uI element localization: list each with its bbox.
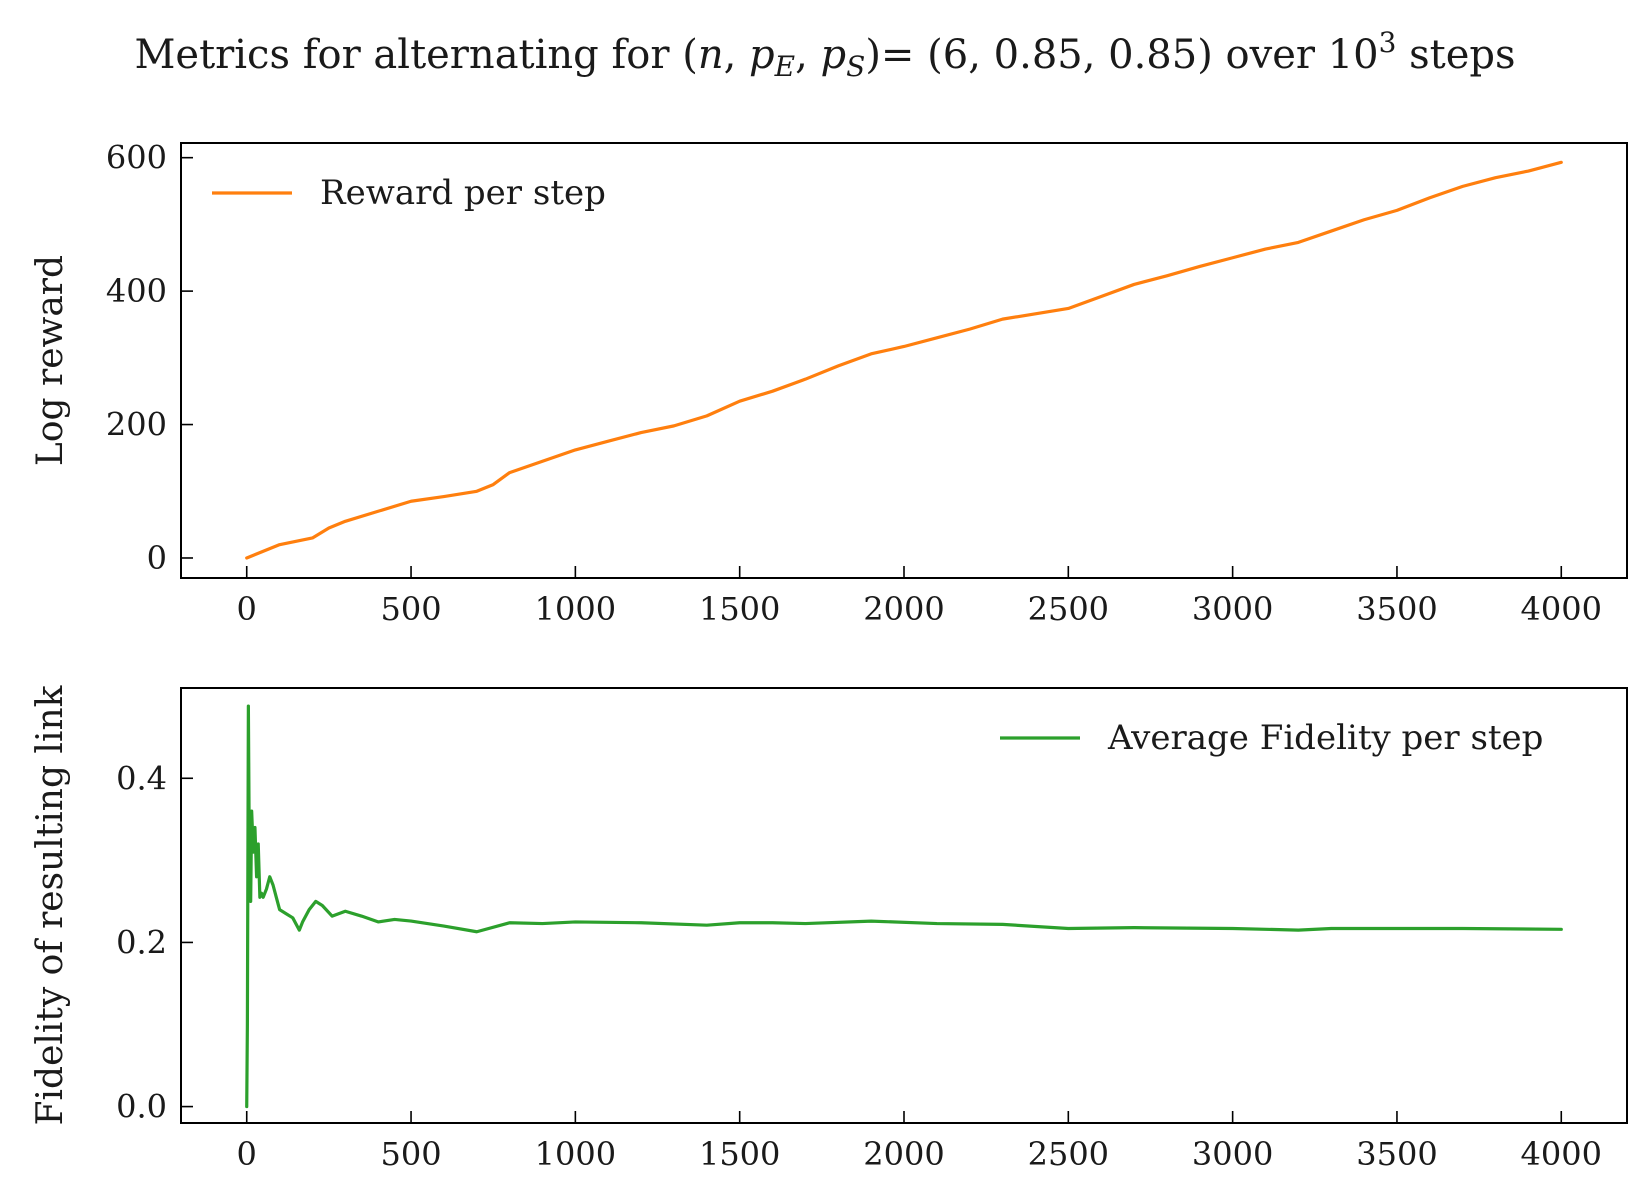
fidelity-x-tick-label-0: 0	[237, 1135, 257, 1173]
reward-panel: 0 500 1000 1500 2000 2500 3000 3500 4000 0 200 400 6…	[30, 139, 1628, 628]
title-middle: )= (6, 0.85, 0.85) over 10	[865, 32, 1378, 78]
title-subscript-e: E	[774, 50, 795, 83]
fidelity-legend-label: Average Fidelity per step	[1107, 718, 1543, 758]
reward-x-tick-label-0: 0	[237, 590, 257, 628]
reward-y-tick-label-400: 400	[106, 272, 167, 310]
fidelity-x-tick-label-3500: 3500	[1356, 1135, 1437, 1173]
figure-title: Metrics for alternating for (n, pE, pS)=…	[134, 26, 1515, 83]
title-comma-2: ,	[795, 32, 820, 78]
reward-x-tick-label-3500: 3500	[1356, 590, 1437, 628]
fidelity-y-tick-label-0.0: 0.0	[116, 1088, 167, 1126]
title-symbol-n: n	[698, 32, 724, 78]
fidelity-x-tick-label-1000: 1000	[535, 1135, 616, 1173]
reward-y-tick-label-0: 0	[147, 539, 167, 577]
title-symbol-p-1: p	[749, 32, 775, 78]
fidelity-x-tick-label-2000: 2000	[863, 1135, 944, 1173]
reward-x-tick-label-2000: 2000	[863, 590, 944, 628]
fidelity-x-tick-label-1500: 1500	[699, 1135, 780, 1173]
reward-x-tick-label-500: 500	[381, 590, 442, 628]
reward-y-tick-label-200: 200	[106, 406, 167, 444]
title-suffix: steps	[1396, 32, 1515, 78]
reward-series-line-0	[245, 160, 1563, 560]
fidelity-series-line-0	[245, 704, 1563, 1109]
title-subscript-s: S	[846, 50, 865, 83]
title-symbol-p-2: p	[821, 32, 847, 78]
fidelity-x-tick-label-3000: 3000	[1192, 1135, 1273, 1173]
fidelity-x-tick-label-4000: 4000	[1521, 1135, 1602, 1173]
title-comma-1: ,	[724, 32, 749, 78]
fidelity-x-tick-label-500: 500	[381, 1135, 442, 1173]
fidelity-x-tick-label-2500: 2500	[1028, 1135, 1109, 1173]
reward-legend-label: Reward per step	[320, 173, 606, 213]
reward-y-axis-label: Log reward	[30, 255, 71, 466]
reward-x-tick-label-4000: 4000	[1521, 590, 1602, 628]
reward-x-tick-label-2500: 2500	[1028, 590, 1109, 628]
title-superscript: 3	[1379, 26, 1397, 59]
reward-x-tick-label-1500: 1500	[699, 590, 780, 628]
reward-x-tick-label-1000: 1000	[535, 590, 616, 628]
reward-x-tick-label-3000: 3000	[1192, 590, 1273, 628]
title-prefix: Metrics for alternating for (	[134, 32, 697, 78]
fidelity-y-tick-label-0.4: 0.4	[116, 759, 167, 797]
fidelity-y-tick-label-0.2: 0.2	[116, 923, 167, 961]
reward-y-tick-label-600: 600	[106, 139, 167, 177]
fidelity-panel: 0 500 1000 1500 2000 2500 3000 3500 4000 0.0 0.2 0.…	[30, 684, 1628, 1173]
fidelity-y-axis-label: Fidelity of resulting link	[30, 684, 71, 1125]
